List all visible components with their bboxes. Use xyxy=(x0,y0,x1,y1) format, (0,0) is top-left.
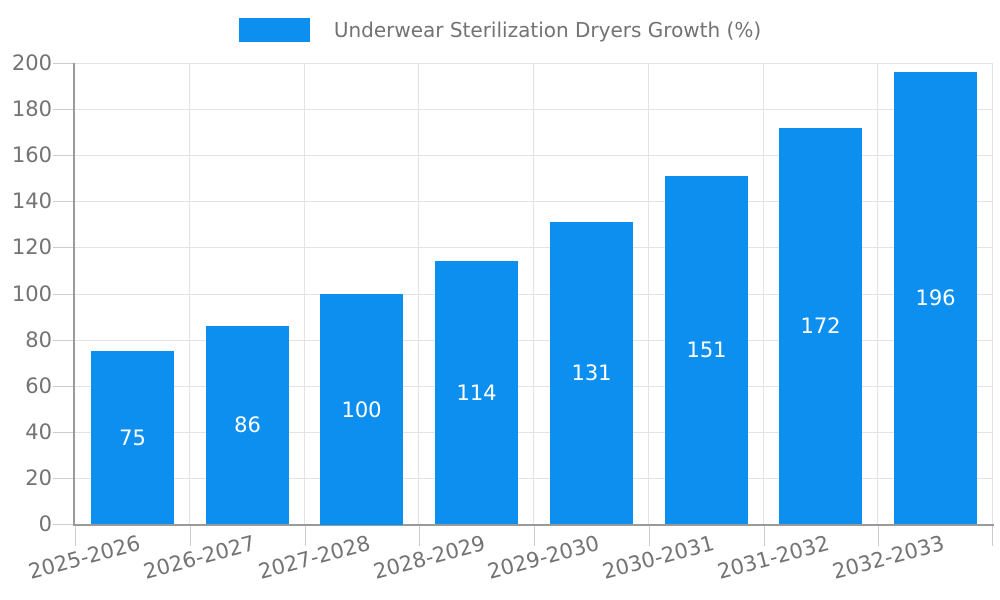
bar-value-label: 151 xyxy=(686,338,727,362)
x-axis-line xyxy=(73,524,994,526)
y-tick-mark xyxy=(53,109,75,110)
gridline-vertical xyxy=(648,63,649,524)
gridline-horizontal xyxy=(75,201,993,202)
y-axis-line xyxy=(73,63,75,526)
x-axis-tick-label: 2025-2026 xyxy=(25,531,143,584)
gridline-horizontal xyxy=(75,340,993,341)
gridline-vertical xyxy=(533,63,534,524)
y-axis-tick-label: 100 xyxy=(11,282,52,306)
gridline-vertical xyxy=(992,63,993,524)
x-tick-mark xyxy=(878,526,879,546)
bar-value-label: 100 xyxy=(341,397,382,422)
y-axis-tick-label: 40 xyxy=(25,420,52,444)
x-axis-tick-label: 2031-2032 xyxy=(714,531,832,584)
x-tick-mark xyxy=(764,526,765,546)
gridline-vertical xyxy=(763,63,764,524)
x-tick-mark xyxy=(190,526,191,546)
x-tick-mark xyxy=(649,526,650,546)
x-axis-tick-label: 2026-2027 xyxy=(140,531,258,584)
y-tick-mark xyxy=(53,201,75,202)
y-tick-mark xyxy=(53,155,75,156)
gridline-horizontal xyxy=(75,109,993,110)
legend-swatch xyxy=(238,18,310,42)
bar: 196 xyxy=(894,72,977,524)
y-axis-tick-label: 80 xyxy=(25,328,52,352)
y-tick-mark xyxy=(53,247,75,248)
bar: 75 xyxy=(91,351,174,524)
bar-value-label: 196 xyxy=(915,286,956,310)
y-tick-mark xyxy=(53,386,75,387)
y-axis-tick-label: 160 xyxy=(11,143,52,167)
gridline-vertical xyxy=(877,63,878,524)
gridline-horizontal xyxy=(75,155,993,156)
gridline-horizontal xyxy=(75,294,993,295)
x-tick-mark xyxy=(992,526,993,546)
gridline-horizontal xyxy=(75,386,993,387)
x-axis-tick-label: 2032-2033 xyxy=(829,531,947,584)
bar-value-label: 131 xyxy=(571,361,612,385)
x-axis-tick-label: 2029-2030 xyxy=(484,531,602,584)
bar: 100 xyxy=(320,294,403,525)
gridline-vertical xyxy=(189,63,190,524)
x-tick-mark xyxy=(75,526,76,546)
y-axis-tick-label: 140 xyxy=(11,189,52,213)
y-tick-mark xyxy=(53,340,75,341)
bar: 131 xyxy=(550,222,633,524)
y-tick-mark xyxy=(53,432,75,433)
bar-value-label: 114 xyxy=(456,380,497,405)
gridline-horizontal xyxy=(75,247,993,248)
bar: 151 xyxy=(665,176,748,524)
y-axis-tick-label: 200 xyxy=(11,51,52,75)
bar-value-label: 86 xyxy=(234,413,261,437)
y-axis-tick-label: 180 xyxy=(11,97,52,121)
gridline-horizontal xyxy=(75,63,993,64)
bar: 86 xyxy=(206,326,289,524)
y-axis-tick-label: 60 xyxy=(25,374,52,398)
x-axis-tick-label: 2028-2029 xyxy=(370,531,488,584)
x-tick-mark xyxy=(419,526,420,546)
bar-value-label: 172 xyxy=(800,314,841,338)
x-tick-mark xyxy=(534,526,535,546)
y-tick-mark xyxy=(53,478,75,479)
y-axis-tick-label: 120 xyxy=(11,235,52,259)
legend-label: Underwear Sterilization Dryers Growth (%… xyxy=(333,18,762,42)
x-axis-tick-label: 2027-2028 xyxy=(255,531,373,584)
gridline-vertical xyxy=(418,63,419,524)
bar-value-label: 75 xyxy=(119,425,146,450)
gridline-horizontal xyxy=(75,478,993,479)
y-axis-tick-label: 20 xyxy=(25,466,52,490)
y-tick-mark xyxy=(53,294,75,295)
bar: 172 xyxy=(779,128,862,524)
y-axis-tick-label: 0 xyxy=(38,512,52,536)
gridline-horizontal xyxy=(75,432,993,433)
gridline-vertical xyxy=(304,63,305,524)
bar: 114 xyxy=(435,261,518,524)
legend: Underwear Sterilization Dryers Growth (%… xyxy=(0,18,1000,42)
x-tick-mark xyxy=(305,526,306,546)
y-tick-mark xyxy=(53,524,75,525)
y-tick-mark xyxy=(53,63,75,64)
x-axis-tick-label: 2030-2031 xyxy=(599,531,717,584)
